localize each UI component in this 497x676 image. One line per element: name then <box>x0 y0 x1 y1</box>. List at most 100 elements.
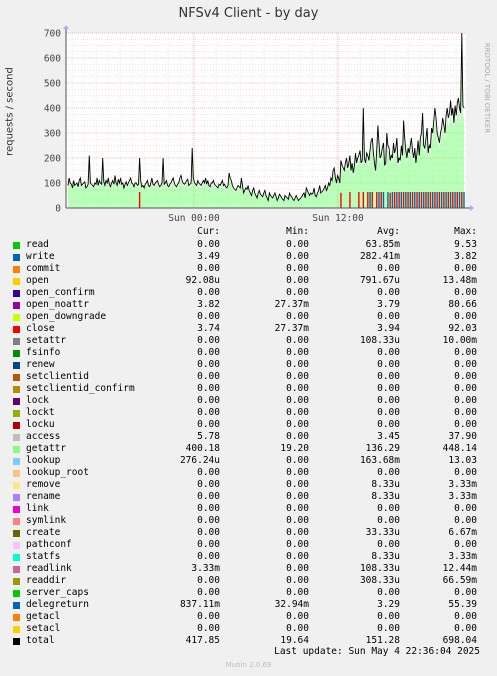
legend-series-name: lock <box>26 395 49 406</box>
legend-value-avg: 3.94 <box>377 323 400 334</box>
y-tick-label: 100 <box>44 179 61 190</box>
legend-value-avg: 0.00 <box>377 311 400 322</box>
legend-row-pathconf: pathconf 0.00 0.00 0.00 0.00 <box>0 539 497 551</box>
legend-series-name: getacl <box>26 611 61 622</box>
legend-value-cur: 3.33m <box>191 563 220 574</box>
legend-series-name: open_confirm <box>26 287 95 298</box>
legend-value-avg: 0.00 <box>377 359 400 370</box>
legend-swatch <box>13 542 20 549</box>
legend-value-cur: 0.00 <box>197 395 220 406</box>
legend-swatch <box>13 290 20 297</box>
legend-value-cur: 0.00 <box>197 623 220 634</box>
legend-value-max: 10.00m <box>442 335 477 346</box>
legend-value-avg: 0.00 <box>377 611 400 622</box>
legend-series-name: commit <box>26 263 61 274</box>
legend-value-cur: 837.11m <box>179 599 220 610</box>
legend-series-name: access <box>26 431 61 442</box>
legend-swatch <box>13 482 20 489</box>
legend-value-avg: 136.29 <box>365 443 400 454</box>
legend-value-cur: 0.00 <box>197 527 220 538</box>
legend-value-cur: 417.85 <box>185 635 220 646</box>
legend-value-min: 0.00 <box>286 527 309 538</box>
legend-value-max: 3.82 <box>454 251 477 262</box>
legend-series-name: rename <box>26 491 61 502</box>
legend-value-max: 448.14 <box>442 443 477 454</box>
legend-swatch <box>13 362 20 369</box>
legend-value-cur: 3.49 <box>197 251 220 262</box>
legend-row-server_caps: server_caps 0.00 0.00 0.00 0.00 <box>0 587 497 599</box>
y-tick-label: 0 <box>55 204 61 215</box>
legend-value-min: 27.37m <box>274 323 309 334</box>
legend-row-close: close 3.74 27.37m 3.94 92.03 <box>0 323 497 335</box>
legend-swatch <box>13 470 20 477</box>
legend-value-avg: 0.00 <box>377 287 400 298</box>
legend-swatch <box>13 446 20 453</box>
legend-series-name: statfs <box>26 551 61 562</box>
legend-value-avg: 151.28 <box>365 635 400 646</box>
legend-row-write: write 3.49 0.00 282.41m 3.82 <box>0 251 497 263</box>
legend-row-commit: commit 0.00 0.00 0.00 0.00 <box>0 263 497 275</box>
legend-swatch <box>13 458 20 465</box>
legend-value-max: 0.00 <box>454 587 477 598</box>
legend-value-min: 19.64 <box>280 635 309 646</box>
legend-value-min: 0.00 <box>286 563 309 574</box>
legend-value-max: 13.03 <box>448 455 477 466</box>
legend-swatch <box>13 410 20 417</box>
legend-series-name: lookup <box>26 455 61 466</box>
legend-value-cur: 0.00 <box>197 575 220 586</box>
legend-swatch <box>13 422 20 429</box>
legend-series-name: readlink <box>26 563 72 574</box>
legend-value-avg: 282.41m <box>359 251 400 262</box>
legend-value-cur: 0.00 <box>197 239 220 250</box>
legend-value-max: 0.00 <box>454 419 477 430</box>
legend-row-remove: remove 0.00 0.00 8.33u 3.33m <box>0 479 497 491</box>
legend-value-max: 3.33m <box>448 551 477 562</box>
legend-value-cur: 0.00 <box>197 371 220 382</box>
legend-series-name: fsinfo <box>26 347 61 358</box>
legend-swatch <box>13 350 20 357</box>
legend-value-max: 0.00 <box>454 611 477 622</box>
y-tick-label: 300 <box>44 129 61 140</box>
legend-series-name: link <box>26 503 49 514</box>
legend-row-setclientid: setclientid 0.00 0.00 0.00 0.00 <box>0 371 497 383</box>
legend-value-max: 0.00 <box>454 347 477 358</box>
legend-row-link: link 0.00 0.00 0.00 0.00 <box>0 503 497 515</box>
legend-header-avg: Avg: <box>377 226 400 237</box>
legend-row-setattr: setattr 0.00 0.00 108.33u 10.00m <box>0 335 497 347</box>
legend-row-total: total 417.85 19.64 151.28 698.04 <box>0 635 497 647</box>
legend-value-min: 0.00 <box>286 479 309 490</box>
x-tick-label: Sun 00:00 <box>168 213 220 224</box>
total-series-line <box>67 32 465 203</box>
legend-value-cur: 0.00 <box>197 287 220 298</box>
legend-swatch <box>13 554 20 561</box>
legend-series-name: close <box>26 323 55 334</box>
legend-value-avg: 3.29 <box>377 599 400 610</box>
legend-value-cur: 0.00 <box>197 515 220 526</box>
legend-swatch <box>13 314 20 321</box>
x-tick-label: Sun 12:00 <box>312 213 364 224</box>
legend-series-name: lookup_root <box>26 467 89 478</box>
legend-swatch <box>13 590 20 597</box>
legend-row-lock: lock 0.00 0.00 0.00 0.00 <box>0 395 497 407</box>
legend-value-cur: 0.00 <box>197 551 220 562</box>
legend-swatch <box>13 374 20 381</box>
legend-swatch <box>13 326 20 333</box>
legend-value-max: 55.39 <box>448 599 477 610</box>
legend-value-cur: 276.24u <box>179 455 220 466</box>
legend-value-avg: 8.33u <box>371 491 400 502</box>
legend-value-avg: 308.33u <box>359 575 400 586</box>
legend-series-name: getattr <box>26 443 67 454</box>
munin-version: Munin 2.0.69 <box>225 661 272 669</box>
legend-swatch <box>13 434 20 441</box>
legend-value-avg: 108.33u <box>359 335 400 346</box>
chart-title: NFSv4 Client - by day <box>178 6 319 21</box>
legend-value-cur: 0.00 <box>197 479 220 490</box>
legend-value-cur: 0.00 <box>197 263 220 274</box>
legend-header-min: Min: <box>286 226 309 237</box>
legend-value-min: 0.00 <box>286 395 309 406</box>
legend-value-min: 0.00 <box>286 539 309 550</box>
y-tick-label: 200 <box>44 154 61 165</box>
legend-swatch <box>13 530 20 537</box>
legend-value-min: 0.00 <box>286 359 309 370</box>
legend-value-min: 0.00 <box>286 263 309 274</box>
